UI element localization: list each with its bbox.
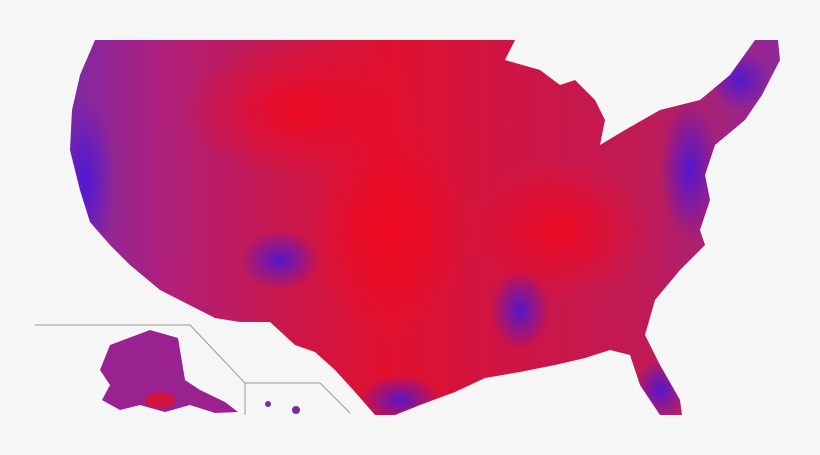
- blue-region: [490, 270, 550, 350]
- hawaii-island: [265, 401, 271, 407]
- red-region: [310, 120, 470, 340]
- red-region: [470, 160, 650, 300]
- blue-region: [240, 230, 320, 290]
- alaska-region: [145, 392, 175, 408]
- blue-region: [360, 375, 440, 415]
- hawaii: [265, 401, 300, 414]
- blue-region: [635, 360, 685, 415]
- inset-borders: [35, 324, 351, 415]
- blue-region: [70, 100, 115, 260]
- hawaii-border: [245, 382, 351, 414]
- hawaii-island: [292, 406, 300, 414]
- alaska-border: [35, 324, 246, 415]
- blue-region: [710, 50, 770, 110]
- alaska: [100, 330, 238, 413]
- blue-region: [660, 100, 720, 240]
